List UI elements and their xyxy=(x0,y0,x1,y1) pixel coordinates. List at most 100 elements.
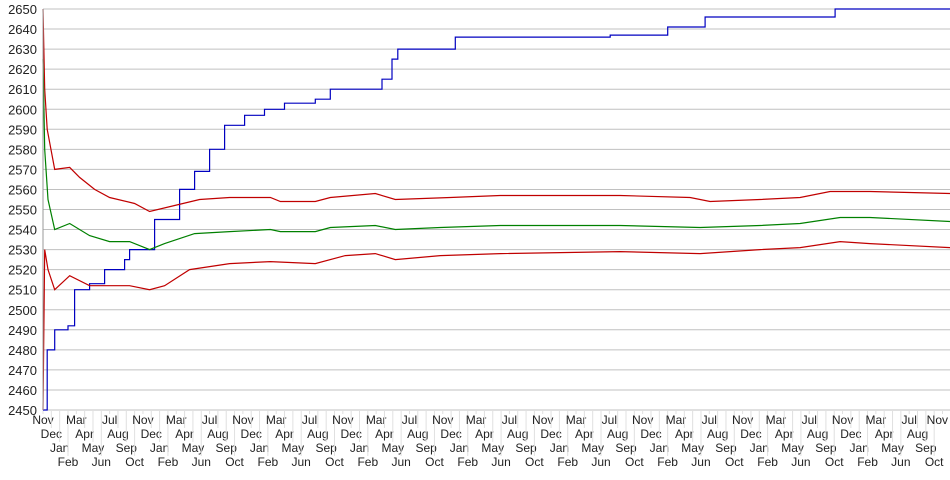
series-lines xyxy=(42,8,950,411)
x-tick-label: Aug xyxy=(207,427,228,441)
x-tick-label: Nov xyxy=(32,413,53,427)
x-tick-label: Apr xyxy=(475,427,494,441)
y-tick-label: 2500 xyxy=(8,303,37,318)
x-tick-label: Jan xyxy=(150,441,169,455)
y-tick-label: 2640 xyxy=(8,22,37,37)
x-tick-label: Nov xyxy=(732,413,753,427)
x-tick-label: Sep xyxy=(315,441,337,455)
x-tick-label: Jul xyxy=(502,413,517,427)
x-tick-label: Nov xyxy=(532,413,553,427)
y-tick-label: 2620 xyxy=(8,62,37,77)
x-tick-label: Sep xyxy=(915,441,937,455)
x-tick-label: Nov xyxy=(332,413,353,427)
x-tick-label: Dec xyxy=(640,427,661,441)
x-tick-label: Aug xyxy=(307,427,328,441)
x-tick-label: Jan xyxy=(450,441,469,455)
y-tick-label: 2460 xyxy=(8,383,37,398)
x-tick-label: Nov xyxy=(232,413,253,427)
x-tick-label: Feb xyxy=(457,455,478,469)
y-tick-label: 2630 xyxy=(8,42,37,57)
x-tick-label: Jun xyxy=(691,455,710,469)
x-tick-label: Jan xyxy=(650,441,669,455)
x-tick-label: Jan xyxy=(350,441,369,455)
x-tick-label: Jan xyxy=(50,441,69,455)
x-tick-label: Sep xyxy=(615,441,637,455)
y-tick-label: 2540 xyxy=(8,223,37,238)
y-tick-label: 2580 xyxy=(8,142,37,157)
x-tick-label: Feb xyxy=(357,455,378,469)
x-tick-label: Nov xyxy=(832,413,853,427)
x-tick-label: Jan xyxy=(550,441,569,455)
x-tick-label: Mar xyxy=(66,413,87,427)
x-tick-label: Jan xyxy=(250,441,269,455)
x-tick-label: Oct xyxy=(325,455,344,469)
x-tick-label: Feb xyxy=(557,455,578,469)
series-line-1 xyxy=(42,8,950,213)
x-tick-label: Aug xyxy=(607,427,628,441)
x-tick-label: Mar xyxy=(666,413,687,427)
x-tick-label: Jan xyxy=(850,441,869,455)
series-line-3 xyxy=(42,240,950,411)
x-tick-label: Aug xyxy=(807,427,828,441)
x-tick-label: Jul xyxy=(602,413,617,427)
x-tick-label: Jul xyxy=(902,413,917,427)
x-tick-label: Sep xyxy=(116,441,138,455)
x-tick-label: Jun xyxy=(491,455,510,469)
x-tick-label: Mar xyxy=(166,413,187,427)
x-tick-label: Sep xyxy=(415,441,437,455)
x-tick-label: Apr xyxy=(175,427,194,441)
y-tick-label: 2550 xyxy=(8,203,37,218)
x-tick-label: Apr xyxy=(75,427,94,441)
x-tick-label: Apr xyxy=(275,427,294,441)
x-tick-label: Feb xyxy=(757,455,778,469)
x-tick-label: Oct xyxy=(425,455,444,469)
x-tick-label: Jul xyxy=(702,413,717,427)
x-tick-label: Sep xyxy=(216,441,238,455)
x-tick-label: Mar xyxy=(466,413,487,427)
x-tick-label: Apr xyxy=(375,427,394,441)
x-tick-label: Jun xyxy=(791,455,810,469)
x-tick-label: Jul xyxy=(402,413,417,427)
y-tick-label: 2470 xyxy=(8,363,37,378)
x-tick-label: Oct xyxy=(925,455,944,469)
x-tick-label: Jul xyxy=(302,413,317,427)
x-tick-label: Jun xyxy=(591,455,610,469)
y-tick-label: 2590 xyxy=(8,122,37,137)
series-line-2 xyxy=(42,59,950,251)
x-tick-label: Jun xyxy=(92,455,111,469)
y-tick-label: 2510 xyxy=(8,283,37,298)
x-tick-label: Dec xyxy=(740,427,761,441)
x-tick-label: Jul xyxy=(102,413,117,427)
x-tick-label: Mar xyxy=(766,413,787,427)
x-tick-label: Dec xyxy=(340,427,361,441)
x-tick-label: Apr xyxy=(575,427,594,441)
x-tick-label: Dec xyxy=(540,427,561,441)
y-tick-label: 2450 xyxy=(8,403,37,418)
x-tick-label: Oct xyxy=(625,455,644,469)
y-tick-label: 2600 xyxy=(8,102,37,117)
x-tick-label: Nov xyxy=(132,413,153,427)
x-tick-label: Oct xyxy=(225,455,244,469)
x-tick-label: Jun xyxy=(891,455,910,469)
y-tick-label: 2480 xyxy=(8,343,37,358)
x-tick-label: Jul xyxy=(802,413,817,427)
x-tick-label: Sep xyxy=(515,441,537,455)
x-tick-label: Feb xyxy=(58,455,79,469)
x-tick-label: Aug xyxy=(507,427,528,441)
x-axis-ticks: NovDecJanFebMarAprMayJunJulAugSepOctNovD… xyxy=(32,410,948,469)
x-tick-label: Feb xyxy=(857,455,878,469)
y-tick-label: 2520 xyxy=(8,263,37,278)
x-tick-label: Nov xyxy=(432,413,453,427)
x-tick-label: Dec xyxy=(241,427,262,441)
x-tick-label: Aug xyxy=(107,427,128,441)
x-tick-label: Mar xyxy=(366,413,387,427)
x-tick-label: Jun xyxy=(292,455,311,469)
x-tick-label: Jun xyxy=(192,455,211,469)
y-tick-label: 2560 xyxy=(8,182,37,197)
x-tick-label: Mar xyxy=(866,413,887,427)
y-tick-label: 2610 xyxy=(8,82,37,97)
x-tick-label: Dec xyxy=(141,427,162,441)
x-tick-label: Feb xyxy=(258,455,279,469)
x-tick-label: Oct xyxy=(525,455,544,469)
y-tick-label: 2650 xyxy=(8,2,37,17)
